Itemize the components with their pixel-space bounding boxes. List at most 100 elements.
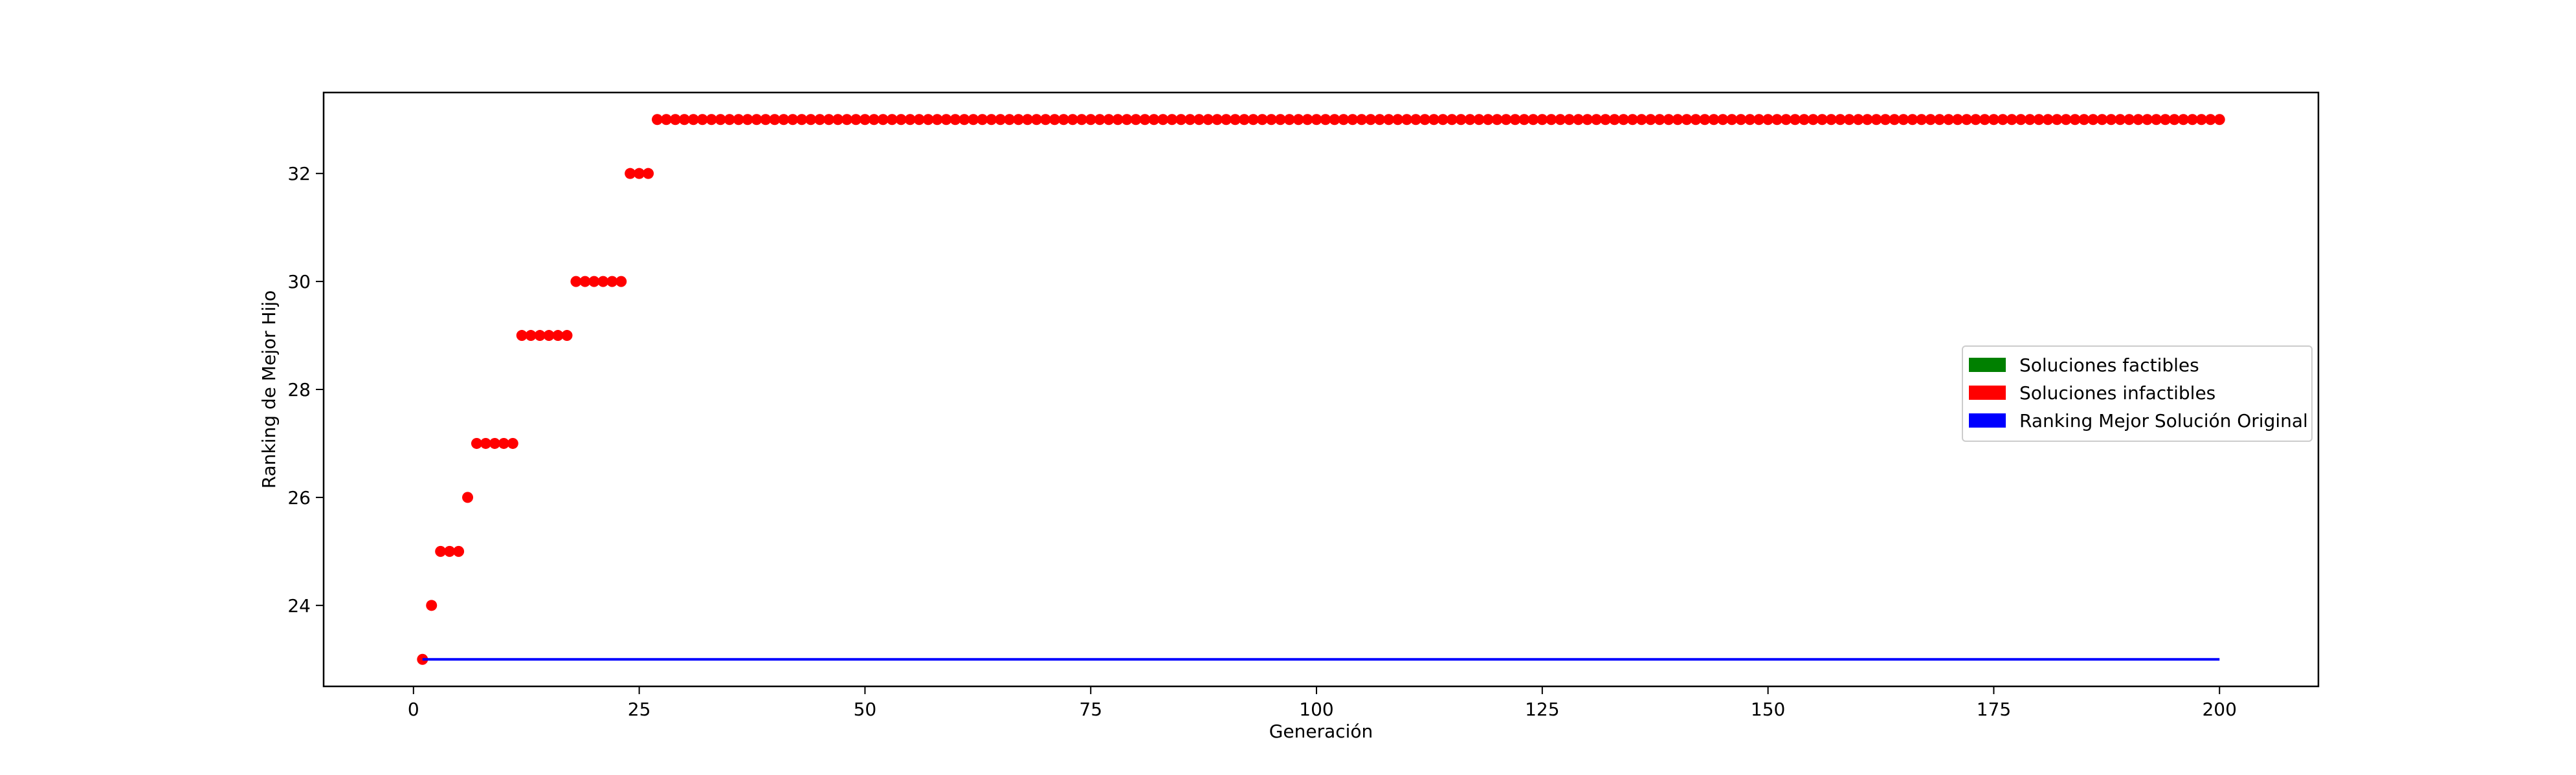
data-point	[1979, 114, 1990, 126]
x-axis-label: Generación	[1269, 721, 1373, 742]
data-point	[1283, 114, 1295, 126]
data-point	[940, 114, 952, 126]
data-point	[1175, 114, 1187, 126]
data-point	[1591, 114, 1603, 126]
data-point	[1509, 114, 1521, 126]
data-point	[2051, 114, 2063, 126]
x-tick-label: 175	[1977, 699, 2011, 720]
data-point	[1726, 114, 1738, 126]
data-point	[2186, 114, 2198, 126]
y-tick-label: 24	[287, 595, 311, 617]
data-point	[886, 114, 898, 126]
data-point	[1555, 114, 1566, 126]
data-point	[534, 330, 546, 342]
data-point	[1518, 114, 1530, 126]
data-point	[2069, 114, 2081, 126]
data-point	[1383, 114, 1395, 126]
data-point	[850, 114, 861, 126]
data-point	[1004, 114, 1016, 126]
data-point	[498, 437, 509, 449]
data-point	[2160, 114, 2171, 126]
data-point	[1238, 114, 1250, 126]
data-point	[1636, 114, 1647, 126]
data-point	[2195, 114, 2207, 126]
data-point	[1094, 114, 1105, 126]
legend-label: Soluciones factibles	[2019, 355, 2199, 376]
data-point	[1744, 114, 1756, 126]
data-point	[1410, 114, 1421, 126]
data-point	[751, 114, 762, 126]
data-point	[1365, 114, 1377, 126]
data-point	[1256, 114, 1268, 126]
data-point	[1112, 114, 1124, 126]
data-point	[1229, 114, 1241, 126]
data-point	[444, 545, 456, 557]
data-point	[1067, 114, 1078, 126]
data-point	[1031, 114, 1043, 126]
data-point	[426, 600, 438, 611]
data-point	[1789, 114, 1801, 126]
data-point	[1184, 114, 1196, 126]
data-point	[1320, 114, 1331, 126]
legend-swatch	[1969, 386, 2006, 400]
data-point	[1582, 114, 1593, 126]
data-point	[1500, 114, 1512, 126]
data-point	[480, 437, 491, 449]
data-point	[1446, 114, 1458, 126]
data-point	[1573, 114, 1584, 126]
data-point	[1599, 114, 1611, 126]
data-point	[1076, 114, 1087, 126]
data-point	[2151, 114, 2162, 126]
data-point	[968, 114, 979, 126]
data-point	[2078, 114, 2090, 126]
data-point	[579, 276, 591, 287]
data-point	[1039, 114, 1051, 126]
data-point	[1798, 114, 1810, 126]
data-point	[2168, 114, 2180, 126]
data-point	[1807, 114, 1819, 126]
data-point	[796, 114, 808, 126]
data-point	[995, 114, 1006, 126]
legend-label: Soluciones infactibles	[2019, 382, 2215, 404]
data-point	[1627, 114, 1638, 126]
data-point	[1907, 114, 1918, 126]
data-point	[678, 114, 690, 126]
data-point	[660, 114, 672, 126]
data-point	[1617, 114, 1629, 126]
x-tick-label: 50	[854, 699, 877, 720]
data-point	[525, 330, 537, 342]
data-point	[1428, 114, 1439, 126]
legend: Soluciones factibles Soluciones infactibl…	[1962, 345, 2313, 442]
data-point	[1401, 114, 1413, 126]
data-point	[1338, 114, 1349, 126]
data-point	[1148, 114, 1160, 126]
data-point	[2006, 114, 2017, 126]
data-point	[1329, 114, 1340, 126]
data-point	[1157, 114, 1169, 126]
data-point	[904, 114, 916, 126]
data-point	[1374, 114, 1386, 126]
data-point	[1889, 114, 1900, 126]
data-point	[1672, 114, 1683, 126]
data-point	[2133, 114, 2144, 126]
data-point	[1085, 114, 1096, 126]
data-point	[471, 437, 482, 449]
data-point	[634, 168, 645, 179]
data-point	[1491, 114, 1503, 126]
data-point	[913, 114, 925, 126]
data-point	[453, 545, 465, 557]
data-point	[2042, 114, 2054, 126]
data-point	[507, 437, 518, 449]
data-point	[1392, 114, 1404, 126]
data-point	[1347, 114, 1359, 126]
data-point	[543, 330, 555, 342]
data-point	[787, 114, 799, 126]
data-point	[1771, 114, 1783, 126]
data-point	[814, 114, 826, 126]
data-point	[561, 330, 573, 342]
data-point	[1997, 114, 2008, 126]
data-point	[588, 276, 600, 287]
data-point	[1708, 114, 1720, 126]
data-point	[2177, 114, 2189, 126]
data-point	[805, 114, 817, 126]
